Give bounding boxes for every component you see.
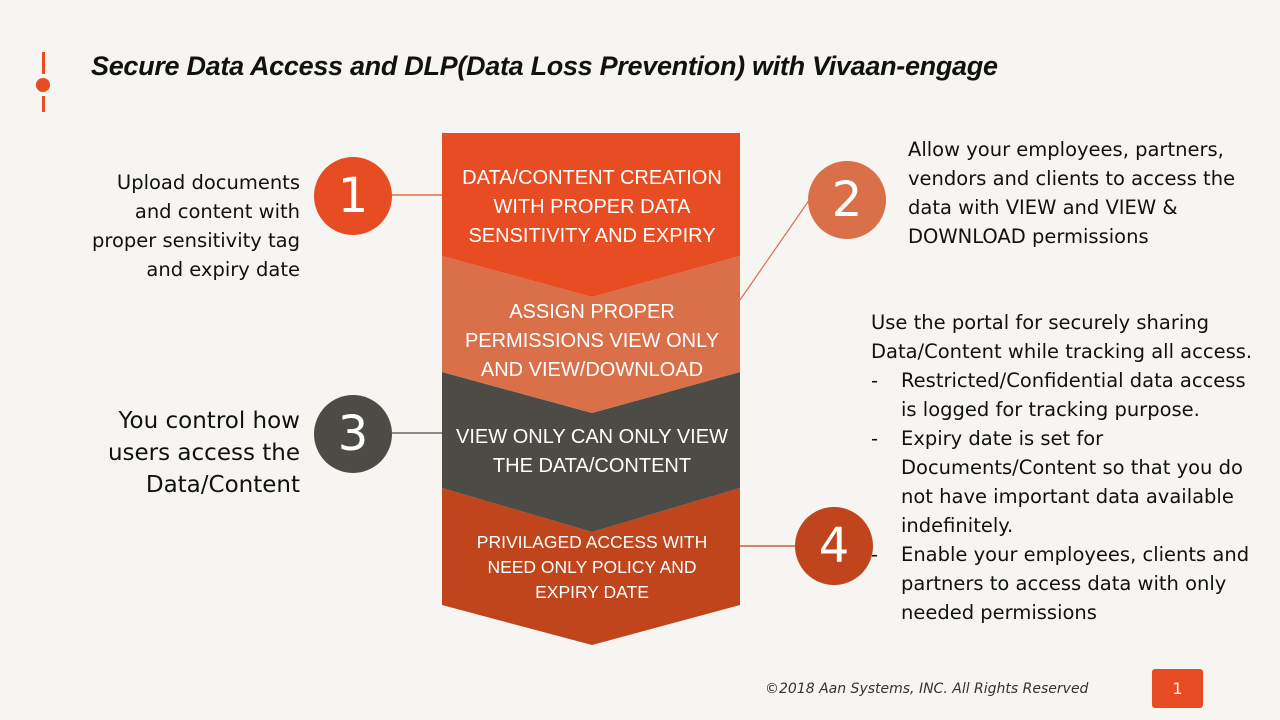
step-3-description: You control how users access the Data/Co… [107,408,300,498]
step-number-2: 2 [808,161,886,239]
step-2-description: Allow your employees, partners, vendors … [908,138,1236,248]
stage-shape-3 [442,372,740,532]
step-4-bullet: Expiry date is set for Documents/Content… [871,424,1266,540]
step-4-description: Use the portal for securely sharing Data… [871,308,1266,627]
step-4-bullet: Enable your employees, clients and partn… [871,540,1266,627]
page-number-badge: 1 [1152,669,1203,708]
page-title: Secure Data Access and DLP(Data Loss Pre… [91,51,998,81]
step-4-intro: Use the portal for securely sharing Data… [871,311,1253,363]
title-accent-dot [36,78,50,92]
title-accent-line-top [42,52,45,74]
step-number-1: 1 [314,157,392,235]
step-4-bullet: Restricted/Confidential data access is l… [871,366,1266,424]
step-4-bullet-list: Restricted/Confidential data access is l… [871,366,1266,627]
connector-line-2 [739,195,813,301]
stage-shape-2 [442,256,740,413]
step-number-3: 3 [314,395,392,473]
stage-label-1: DATA/CONTENT CREATION WITH PROPER DATA S… [462,166,722,247]
title-accent-line-bottom [42,96,45,112]
stage-shape-4 [442,488,740,645]
step-number-4: 4 [795,507,873,585]
stage-label-3: VIEW ONLY CAN ONLY VIEW THE DATA/CONTENT [456,426,728,477]
copyright-footer: ©2018 Aan Systems, INC. All Rights Reser… [765,681,1089,697]
stage-label-4: PRIVILAGED ACCESS WITH NEED ONLY POLICY … [476,531,708,602]
step-1-description: Upload documents and content with proper… [92,171,300,281]
stage-label-2: ASSIGN PROPER PERMISSIONS VIEW ONLY AND … [464,300,720,381]
stage-shape-1 [442,133,740,297]
